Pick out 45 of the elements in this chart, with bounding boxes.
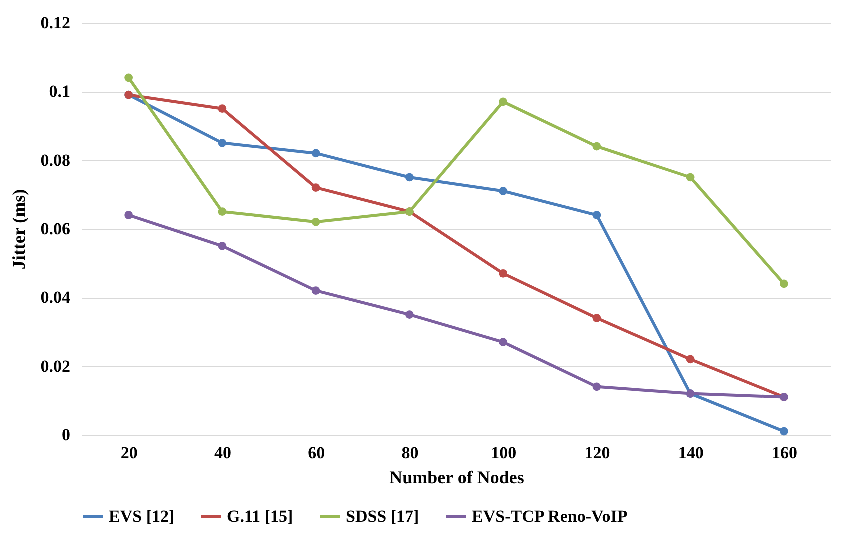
y-tick-label: 0	[62, 426, 70, 444]
point	[312, 218, 320, 226]
point	[406, 173, 414, 182]
point	[592, 142, 602, 151]
point	[592, 382, 602, 392]
point	[499, 98, 508, 106]
x-tick-label: 60	[308, 444, 326, 462]
point	[499, 338, 508, 346]
legend-label: SDSS [17]	[346, 506, 420, 526]
y-tick-label: 0.12	[40, 14, 70, 32]
point	[686, 173, 695, 182]
point	[124, 74, 133, 82]
point	[218, 208, 227, 216]
point	[592, 314, 602, 322]
y-axis-title: Jitter (ms)	[8, 189, 29, 270]
point	[218, 104, 227, 114]
point	[312, 149, 320, 158]
y-tick-label: 0.04	[40, 288, 71, 308]
x-tick-label: 20	[120, 444, 138, 462]
point	[499, 269, 508, 278]
y-tick-label: 0.02	[40, 356, 70, 376]
legend-label: EVS [12]	[109, 506, 175, 526]
point	[780, 280, 788, 288]
point	[312, 184, 320, 192]
y-tick-label: 0.06	[40, 220, 70, 238]
point	[499, 187, 508, 196]
y-tick-label: 0.1	[49, 82, 70, 102]
point	[218, 138, 227, 148]
x-axis-title: Number of Nodes	[390, 468, 524, 488]
legend-label: EVS-TCP Reno-VoIP	[472, 506, 628, 526]
point	[312, 286, 320, 295]
point	[406, 310, 414, 320]
x-tick-label: 80	[402, 444, 419, 462]
x-tick-label: 100	[491, 444, 517, 462]
point	[686, 355, 695, 364]
x-tick-label: 40	[214, 444, 232, 462]
y-tick-label: 0.08	[40, 150, 70, 170]
point	[218, 242, 227, 250]
point	[124, 211, 133, 220]
x-tick-label: 160	[772, 444, 798, 462]
point	[592, 211, 602, 220]
point	[780, 427, 788, 436]
x-tick-label: 120	[584, 444, 610, 462]
legend-label: G.11 [15]	[227, 506, 294, 526]
x-tick-label: 140	[678, 444, 704, 462]
